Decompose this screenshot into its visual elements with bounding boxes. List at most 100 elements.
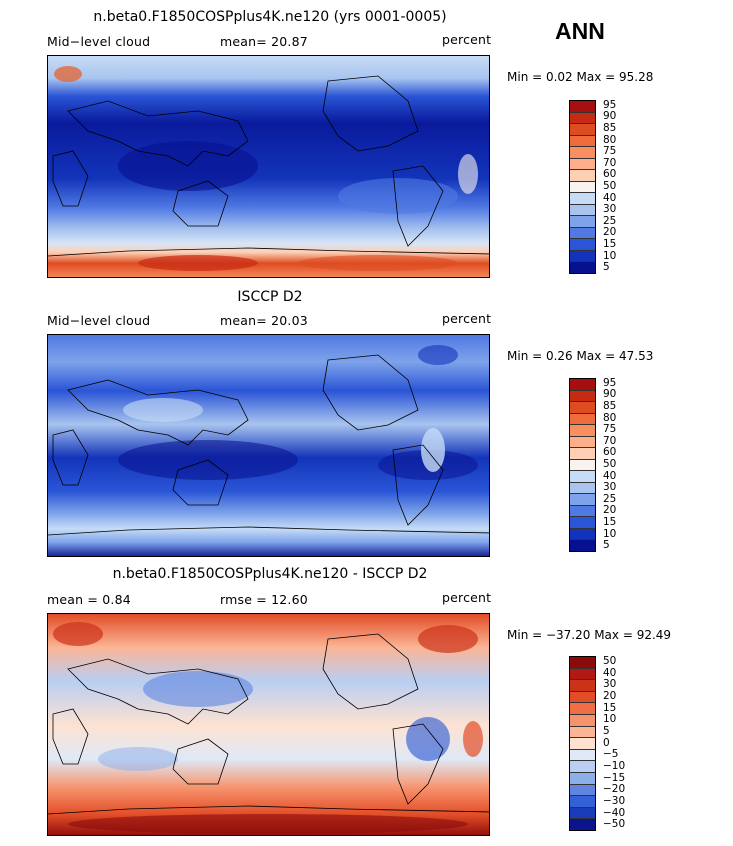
colorbar-swatch [570, 413, 595, 426]
colorbar-swatch [570, 124, 595, 136]
colorbar-label: 75 [603, 423, 617, 436]
panel-1-colorbar [569, 100, 596, 274]
colorbar-swatch [570, 262, 595, 273]
colorbar-label: 85 [603, 400, 617, 412]
colorbar-swatch [570, 668, 595, 681]
colorbar-swatch [570, 135, 595, 148]
colorbar-label: 30 [603, 481, 617, 494]
colorbar-swatch [570, 807, 595, 820]
colorbar-swatch [570, 193, 595, 205]
panel-1-units: percent [442, 32, 492, 47]
colorbar-label: 95 [603, 98, 617, 111]
colorbar-label: 5 [603, 724, 610, 737]
colorbar-swatch [570, 505, 595, 518]
panel-2-colorbar [569, 378, 596, 552]
colorbar-swatch [570, 517, 595, 529]
colorbar-label: 80 [603, 411, 617, 424]
colorbar-label: 10 [603, 713, 617, 726]
panel-3-colorbar [569, 656, 596, 831]
colorbar-label: 0 [603, 736, 610, 749]
colorbar-label: 20 [603, 504, 617, 517]
colorbar-label: 80 [603, 133, 617, 146]
colorbar-swatch [570, 181, 595, 194]
panel-1-variable-label: Mid−level cloud [47, 34, 151, 49]
colorbar-label: 5 [603, 539, 610, 552]
panel-3-rmse-label: rmse = 12.60 [220, 592, 308, 607]
colorbar-label: −5 [603, 748, 619, 761]
panel-1-title: n.beta0.F1850COSPplus4K.ne120 (yrs 0001-… [93, 9, 447, 25]
colorbar-label: 50 [603, 458, 617, 470]
panel-1-warm-patch [54, 66, 82, 82]
colorbar-swatch [570, 691, 595, 704]
colorbar-swatch [570, 147, 595, 159]
colorbar-swatch [570, 657, 595, 669]
panel-1-coastlines [48, 75, 489, 257]
colorbar-label: 60 [603, 168, 617, 181]
colorbar-label: 40 [603, 469, 617, 482]
colorbar-label: −10 [603, 759, 626, 772]
colorbar-label: 95 [603, 376, 617, 389]
colorbar-swatch [570, 216, 595, 228]
colorbar-swatch [570, 402, 595, 414]
colorbar-swatch [570, 204, 595, 217]
colorbar-label: −30 [603, 794, 626, 807]
colorbar-swatch [570, 227, 595, 240]
panel-2-mean-label: mean= 20.03 [220, 313, 308, 328]
panel-3-map [47, 613, 490, 836]
colorbar-label: 85 [603, 122, 617, 134]
panel-2-map [47, 334, 490, 557]
colorbar-label: 15 [603, 238, 617, 250]
colorbar-swatch [570, 448, 595, 460]
colorbar-swatch [570, 540, 595, 551]
colorbar-label: 15 [603, 516, 617, 528]
panel-2-coastlines [48, 354, 489, 536]
colorbar-swatch [570, 494, 595, 506]
colorbar-label: 30 [603, 678, 617, 691]
colorbar-swatch [570, 471, 595, 483]
colorbar-label: 50 [603, 180, 617, 192]
colorbar-swatch [570, 170, 595, 182]
panel-3-minmax: Min = −37.20 Max = 92.49 [507, 628, 672, 642]
colorbar-swatch [570, 819, 595, 830]
colorbar-swatch [570, 738, 595, 750]
panel-1-minmax: Min = 0.02 Max = 95.28 [507, 70, 654, 84]
colorbar-swatch [570, 703, 595, 715]
panel-2-units: percent [442, 311, 492, 326]
panel-3-title: n.beta0.F1850COSPplus4K.ne120 - ISCCP D2 [112, 566, 428, 582]
colorbar-label: 25 [603, 492, 617, 505]
colorbar-swatch [570, 250, 595, 263]
colorbar-swatch [570, 390, 595, 403]
colorbar-swatch [570, 726, 595, 739]
panel-2-variable-label: Mid−level cloud [47, 313, 151, 328]
colorbar-label: 70 [603, 434, 617, 447]
colorbar-swatch [570, 482, 595, 495]
colorbar-swatch [570, 112, 595, 125]
colorbar-swatch [570, 158, 595, 171]
colorbar-label: 75 [603, 145, 617, 158]
colorbar-label: 10 [603, 527, 617, 540]
panel-3-coastlines [48, 633, 489, 815]
colorbar-label: 40 [603, 666, 617, 679]
colorbar-label: 40 [603, 191, 617, 204]
colorbar-label: −20 [603, 783, 626, 796]
panel-1-mean-label: mean= 20.87 [220, 34, 308, 49]
colorbar-swatch [570, 436, 595, 449]
colorbar-swatch [570, 459, 595, 472]
colorbar-swatch [570, 528, 595, 541]
colorbar-label: 5 [603, 261, 610, 274]
colorbar-swatch [570, 680, 595, 692]
colorbar-label: 90 [603, 110, 617, 123]
colorbar-swatch [570, 796, 595, 808]
colorbar-swatch [570, 784, 595, 797]
colorbar-label: 20 [603, 226, 617, 239]
panel-3-mean-label: mean = 0.84 [47, 592, 131, 607]
colorbar-swatch [570, 714, 595, 727]
colorbar-label: 70 [603, 156, 617, 169]
colorbar-label: −40 [603, 806, 626, 819]
colorbar-swatch [570, 379, 595, 391]
colorbar-label: 30 [603, 203, 617, 216]
colorbar-label: 25 [603, 214, 617, 227]
colorbar-label: −50 [603, 818, 626, 831]
colorbar-swatch [570, 761, 595, 773]
colorbar-label: 20 [603, 689, 617, 702]
